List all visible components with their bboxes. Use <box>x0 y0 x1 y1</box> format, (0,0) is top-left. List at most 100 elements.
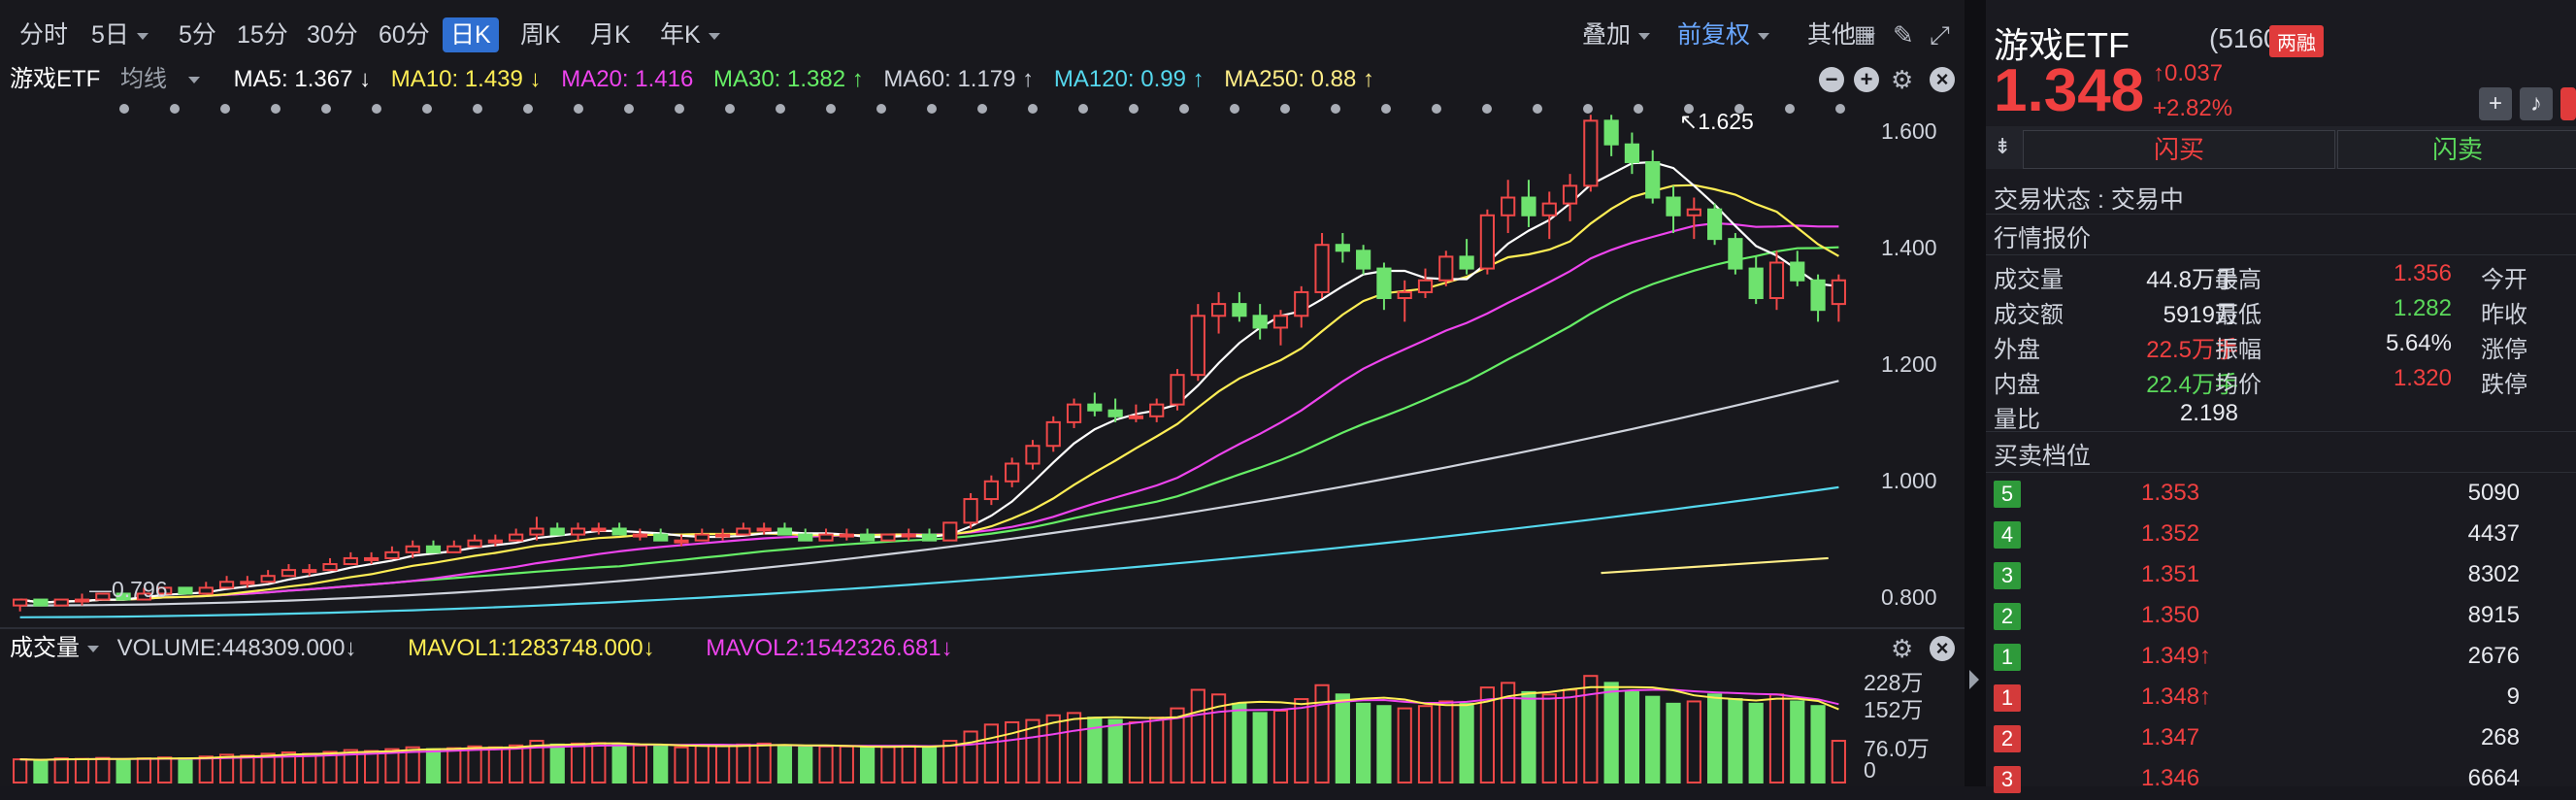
flash-buy-button[interactable]: 闪买 <box>2023 130 2335 169</box>
more-button[interactable] <box>2560 87 2576 120</box>
event-marker <box>1634 104 1643 114</box>
period-tab-yearly[interactable]: 年K <box>652 17 728 52</box>
candle-body <box>1562 184 1578 205</box>
orderbook-volume: 6664 <box>2467 765 2520 791</box>
orderbook-row[interactable]: 5 1.353 5090 <box>1986 476 2576 515</box>
candle-body <box>1128 415 1144 419</box>
volume-bar <box>1624 690 1640 783</box>
volume-bar <box>1583 675 1599 784</box>
period-tab-15min[interactable]: 15分 <box>237 21 288 49</box>
period-tab-intraday[interactable]: 分时 <box>19 21 69 49</box>
orderbook-row[interactable]: 2 1.347 268 <box>1986 720 2576 759</box>
candle-body <box>1294 290 1309 317</box>
candle-body <box>632 533 648 538</box>
ma5-label: MA5: 1.367 ↓ <box>233 66 372 92</box>
volume-bar <box>921 746 938 783</box>
volume-bar <box>1294 698 1309 783</box>
period-tab-weekly[interactable]: 周K <box>520 21 561 49</box>
quote-label: 涨停 <box>2481 337 2527 363</box>
panel-splitter[interactable] <box>1965 0 1986 786</box>
orderbook-level: 1 <box>1994 684 2021 712</box>
orderbook-row[interactable]: 3 1.346 6664 <box>1986 761 2576 800</box>
fullscreen-icon[interactable]: ⤢ <box>1930 20 1950 50</box>
candle-body <box>509 533 524 542</box>
orderbook-row[interactable]: 1 1.349↑ 2676 <box>1986 639 2576 678</box>
quote-value: 2.198 <box>2179 400 2238 426</box>
orderbook-volume: 8302 <box>2467 561 2520 587</box>
draw-pen-icon[interactable]: ✎ <box>1893 20 1914 50</box>
add-watchlist-button[interactable]: + <box>2479 87 2512 120</box>
orderbook-row[interactable]: 2 1.350 8915 <box>1986 598 2576 637</box>
volume-bar <box>1005 720 1020 783</box>
orderbook-row[interactable]: 4 1.352 4437 <box>1986 517 2576 555</box>
alert-bell-icon[interactable]: ♪ <box>2520 87 2553 120</box>
volume-bar <box>756 742 772 783</box>
gear-icon[interactable]: ⚙ <box>1891 65 1914 94</box>
volume-bar <box>218 753 235 783</box>
period-tab-60min[interactable]: 60分 <box>379 21 430 49</box>
layout-grid-icon[interactable]: ▦ <box>1854 21 1876 48</box>
volume-bar <box>591 742 607 783</box>
orderbook-row[interactable]: 3 1.351 8302 <box>1986 557 2576 596</box>
close-icon[interactable]: × <box>1930 636 1955 661</box>
candle-body <box>364 556 380 561</box>
divider <box>1986 431 2576 432</box>
quote-value: 1.356 <box>2393 260 2452 286</box>
volume-tick: 228万 <box>1864 670 1924 695</box>
candle-body <box>198 586 214 595</box>
candle-body <box>736 527 751 536</box>
volume-bar <box>1728 698 1743 783</box>
orderbook-volume: 9 <box>2506 683 2520 710</box>
close-icon[interactable]: × <box>1930 67 1955 92</box>
stock-name: 游戏ETF <box>1994 25 2130 65</box>
ma-type-dropdown[interactable]: 均线 <box>120 66 214 92</box>
divider <box>1986 472 2576 473</box>
period-tab-5day[interactable]: 5日 <box>83 17 156 52</box>
volume-bar <box>446 747 462 783</box>
plus-icon[interactable]: + <box>1854 67 1879 92</box>
quote-label: 最低 <box>2215 302 2262 328</box>
volume-bar <box>1149 717 1165 783</box>
volume-bar <box>95 756 111 783</box>
adjust-dropdown[interactable]: 前复权 <box>1677 17 1770 52</box>
period-tab-30min[interactable]: 30分 <box>307 21 358 49</box>
overlay-dropdown[interactable]: 叠加 <box>1582 17 1651 52</box>
candle-body <box>218 581 235 589</box>
candle-body <box>446 545 462 553</box>
candle-body <box>839 533 854 538</box>
orderbook-level: 3 <box>1994 562 2021 589</box>
expand-arrow-icon[interactable] <box>1969 670 1979 689</box>
quote-label: 外盘 <box>1994 337 2040 363</box>
minus-icon[interactable]: − <box>1819 67 1844 92</box>
period-tab-monthly[interactable]: 月K <box>590 21 631 49</box>
orderbook-level: 1 <box>1994 644 2021 671</box>
volume-indicator-dropdown[interactable]: 成交量 <box>10 635 99 661</box>
volume-bar <box>136 757 151 783</box>
quote-value: 1.320 <box>2393 365 2452 391</box>
gear-icon[interactable]: ⚙ <box>1891 634 1914 663</box>
event-marker <box>1078 104 1088 114</box>
flash-sell-button[interactable]: 闪卖 <box>2337 130 2576 169</box>
volume-bar <box>1438 700 1454 783</box>
orderbook-volume: 8915 <box>2467 602 2520 628</box>
trade-mode-dropdown[interactable]: ⇟ <box>1994 134 2012 158</box>
period-tab-daily[interactable]: 日K <box>443 17 499 52</box>
orderbook-row[interactable]: 1 1.348↑ 9 <box>1986 680 2576 718</box>
volume-bar <box>1479 686 1495 783</box>
orderbook-volume: 268 <box>2480 724 2520 750</box>
volume-bar <box>425 748 442 784</box>
volume-bar <box>1376 705 1392 783</box>
ma250-label: MA250: 0.88 ↑ <box>1224 66 1375 92</box>
volume-bar <box>1562 688 1578 784</box>
candle-body <box>674 539 689 544</box>
period-tab-5min[interactable]: 5分 <box>179 21 216 49</box>
other-dropdown[interactable]: 其他 <box>1807 17 1876 52</box>
candle-body <box>343 556 358 566</box>
volume-bar <box>281 750 297 784</box>
last-price: 1.348 <box>1994 57 2145 124</box>
volume-bar <box>839 745 854 783</box>
candle-body <box>405 545 420 553</box>
quote-label: 量比 <box>1994 407 2040 433</box>
candle-body <box>240 581 255 585</box>
low-annotation: —0.796 <box>89 577 168 602</box>
